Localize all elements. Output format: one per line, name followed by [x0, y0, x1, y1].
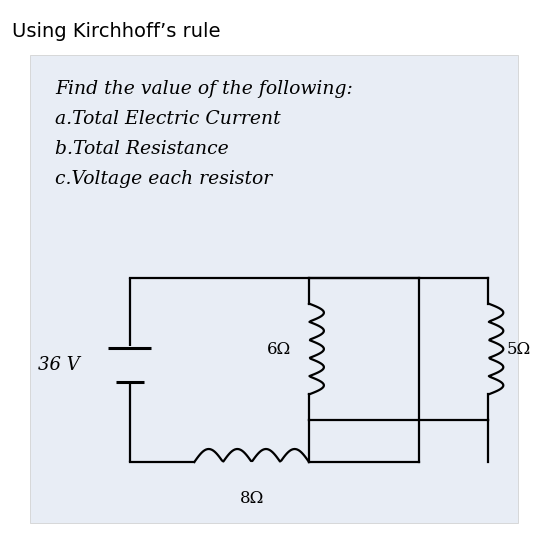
Text: c.Voltage each resistor: c.Voltage each resistor — [55, 170, 272, 188]
FancyBboxPatch shape — [30, 55, 518, 523]
Text: a.Total Electric Current: a.Total Electric Current — [55, 110, 280, 128]
Text: 36 V: 36 V — [38, 356, 79, 374]
Text: 8Ω: 8Ω — [240, 490, 264, 507]
Text: Find the value of the following:: Find the value of the following: — [55, 80, 353, 98]
Text: 6Ω: 6Ω — [267, 341, 291, 357]
Text: Using Kirchhoff’s rule: Using Kirchhoff’s rule — [12, 22, 221, 41]
Text: 5Ω: 5Ω — [506, 341, 531, 357]
Text: b.Total Resistance: b.Total Resistance — [55, 140, 229, 158]
